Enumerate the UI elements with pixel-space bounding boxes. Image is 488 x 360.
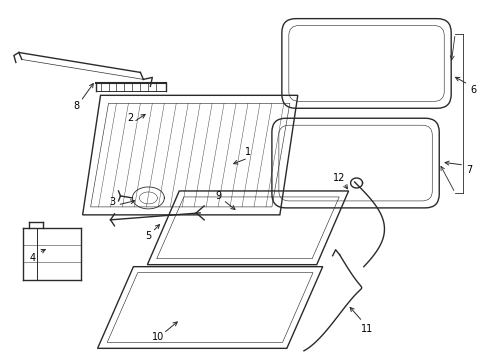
- Text: 7: 7: [465, 165, 471, 175]
- Text: 6: 6: [469, 85, 475, 95]
- Text: 9: 9: [215, 191, 221, 201]
- Text: 4: 4: [30, 253, 36, 263]
- Text: 1: 1: [244, 147, 250, 157]
- Text: 8: 8: [73, 101, 80, 111]
- Text: 5: 5: [145, 231, 151, 241]
- Text: 10: 10: [152, 332, 164, 342]
- Text: 12: 12: [333, 173, 345, 183]
- Text: 3: 3: [109, 197, 115, 207]
- Text: 2: 2: [127, 113, 133, 123]
- Text: 11: 11: [361, 324, 373, 334]
